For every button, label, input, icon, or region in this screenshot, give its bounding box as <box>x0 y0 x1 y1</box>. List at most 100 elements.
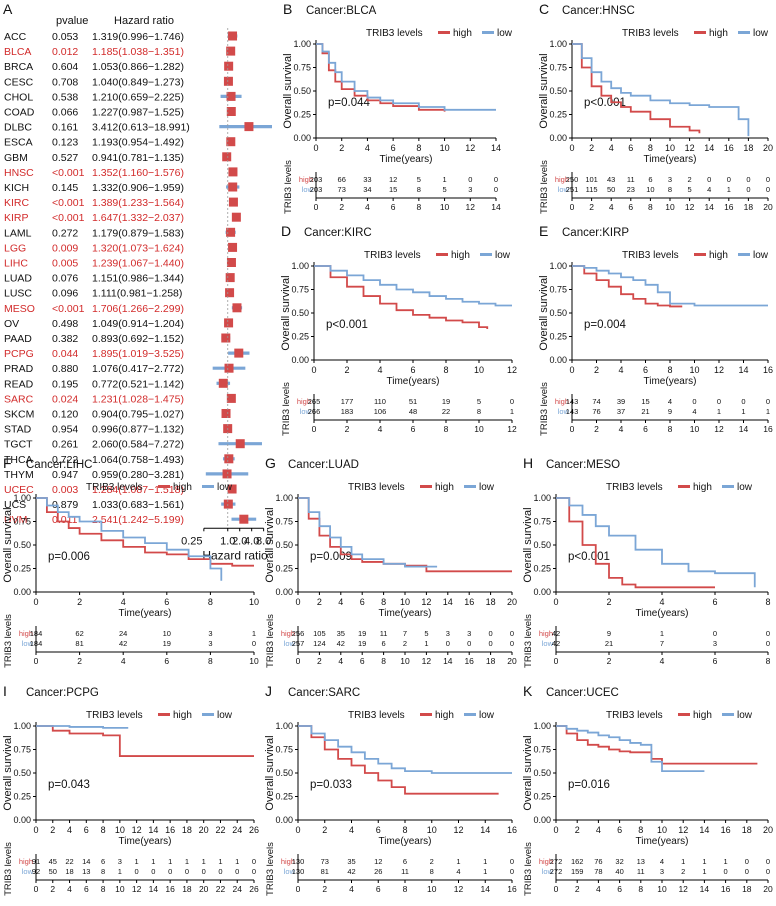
hazard-ratio-cell: 1.895(1.019−3.525) <box>92 348 184 360</box>
pvalue-cell: <0.001 <box>52 197 85 209</box>
x-tick-label: 4.0 <box>244 535 259 547</box>
y-tick-label: 0.75 <box>549 285 567 295</box>
y-tick-label: 0.25 <box>13 564 31 574</box>
y-tick-label: 0.50 <box>533 540 551 550</box>
risk-count-low: 73 <box>338 185 346 194</box>
risk-x-tick-label: 6 <box>713 656 718 666</box>
x-tick-label: 24 <box>232 825 242 835</box>
x-tick-label: 2 <box>575 825 580 835</box>
y-tick-label: 0.25 <box>549 110 567 120</box>
risk-count-high: 0 <box>766 175 770 184</box>
risk-count-high: 9 <box>607 629 611 638</box>
x-tick-label: 10 <box>400 597 410 607</box>
risk-count-low: 0 <box>235 867 239 876</box>
risk-count-low: 42 <box>119 639 127 648</box>
risk-row-label-low: low <box>542 867 554 876</box>
risk-x-tick-label: 14 <box>481 884 491 894</box>
survival-curve-low <box>36 497 223 581</box>
survival-curve-high <box>572 43 701 134</box>
risk-count-low: 1 <box>118 867 122 876</box>
hazard-ratio-cell: 1.151(0.986−1.344) <box>92 273 184 285</box>
p-value-label: p=0.043 <box>48 779 90 791</box>
risk-count-low: 124 <box>313 639 326 648</box>
risk-table-title: TRIB3 levels <box>539 382 550 436</box>
risk-count-low: 1 <box>702 867 706 876</box>
risk-count-high: 0 <box>746 175 750 184</box>
risk-count-high: 11 <box>627 175 635 184</box>
x-tick-label: 8 <box>443 365 448 375</box>
risk-x-tick-label: 20 <box>507 656 517 666</box>
risk-count-low: 0 <box>446 639 450 648</box>
legend-label-low: low <box>737 482 753 493</box>
risk-x-tick-label: 4 <box>609 202 614 212</box>
x-tick-label: 18 <box>743 143 753 153</box>
risk-count-low: 42 <box>337 639 345 648</box>
y-tick-label: 1.00 <box>533 721 551 731</box>
risk-count-low: 0 <box>746 185 750 194</box>
y-tick-label: 0.25 <box>275 792 293 802</box>
risk-count-high: 43 <box>607 175 615 184</box>
x-tick-label: 8 <box>648 143 653 153</box>
risk-x-tick-label: 2 <box>77 656 82 666</box>
risk-count-high: 66 <box>338 175 346 184</box>
risk-count-low: 13 <box>82 867 90 876</box>
cancer-name: ACC <box>4 31 27 43</box>
risk-x-tick-label: 14 <box>739 424 749 434</box>
risk-x-tick-label: 2 <box>607 656 612 666</box>
survival-curve-low <box>556 725 705 773</box>
chart-title: Cancer:KIRC <box>304 227 372 239</box>
column-header-pvalue: pvalue <box>56 15 88 27</box>
risk-x-tick-label: 2 <box>50 884 55 894</box>
risk-count-high: 12 <box>389 175 397 184</box>
x-tick-label: 2.0 <box>232 535 247 547</box>
y-tick-label: 0.25 <box>549 332 567 342</box>
risk-x-tick-label: 18 <box>486 656 496 666</box>
x-tick-label: 0.25 <box>181 535 202 547</box>
x-tick-label: 14 <box>443 597 453 607</box>
risk-x-tick-label: 10 <box>657 884 667 894</box>
hazard-ratio-marker <box>225 273 235 283</box>
legend-label-low: low <box>479 482 495 493</box>
chart-title: Cancer:LIHC <box>26 459 92 471</box>
risk-count-low: 3 <box>208 639 212 648</box>
risk-count-low: 159 <box>571 867 584 876</box>
hazard-ratio-marker <box>239 514 249 524</box>
risk-count-low: 40 <box>615 867 623 876</box>
risk-count-low: 3 <box>468 185 472 194</box>
risk-x-tick-label: 8 <box>403 884 408 894</box>
x-tick-label: 14 <box>480 825 490 835</box>
cancer-name: READ <box>4 378 34 390</box>
risk-table-title: TRIB3 levels <box>523 614 534 668</box>
cancer-name: PRAD <box>4 363 34 375</box>
risk-x-tick-label: 8 <box>416 202 421 212</box>
hazard-ratio-marker <box>228 182 238 192</box>
x-axis-label: Time(years) <box>636 836 689 847</box>
cancer-name: DLBC <box>4 122 32 134</box>
risk-row-label-high: high <box>281 629 295 638</box>
risk-x-tick-label: 2 <box>345 424 350 434</box>
risk-x-tick-label: 14 <box>491 202 501 212</box>
chart-title: Cancer:UCEC <box>546 687 619 699</box>
risk-row-label-low: low <box>302 185 314 194</box>
p-value-label: p=0.009 <box>310 551 352 563</box>
hazard-ratio-cell: 1.352(1.160−1.576) <box>92 167 184 179</box>
risk-x-tick-label: 16 <box>724 202 734 212</box>
panel-label: J <box>265 683 272 699</box>
pvalue-cell: 0.954 <box>52 424 78 436</box>
cancer-name: KIRP <box>4 212 29 224</box>
x-tick-label: 12 <box>507 365 517 375</box>
risk-count-low: 9 <box>668 407 672 416</box>
risk-count-low: 7 <box>660 639 664 648</box>
risk-x-tick-label: 12 <box>678 884 688 894</box>
risk-x-tick-label: 0 <box>312 424 317 434</box>
risk-count-high: 5 <box>417 175 421 184</box>
y-tick-label: 0.50 <box>13 540 31 550</box>
risk-x-tick-label: 6 <box>164 656 169 666</box>
risk-count-high: 35 <box>337 629 345 638</box>
x-tick-label: 2 <box>344 365 349 375</box>
legend-label-high: high <box>451 250 470 261</box>
risk-count-high: 0 <box>766 857 770 866</box>
x-tick-label: 8 <box>667 365 672 375</box>
y-tick-label: 0.75 <box>549 63 567 73</box>
